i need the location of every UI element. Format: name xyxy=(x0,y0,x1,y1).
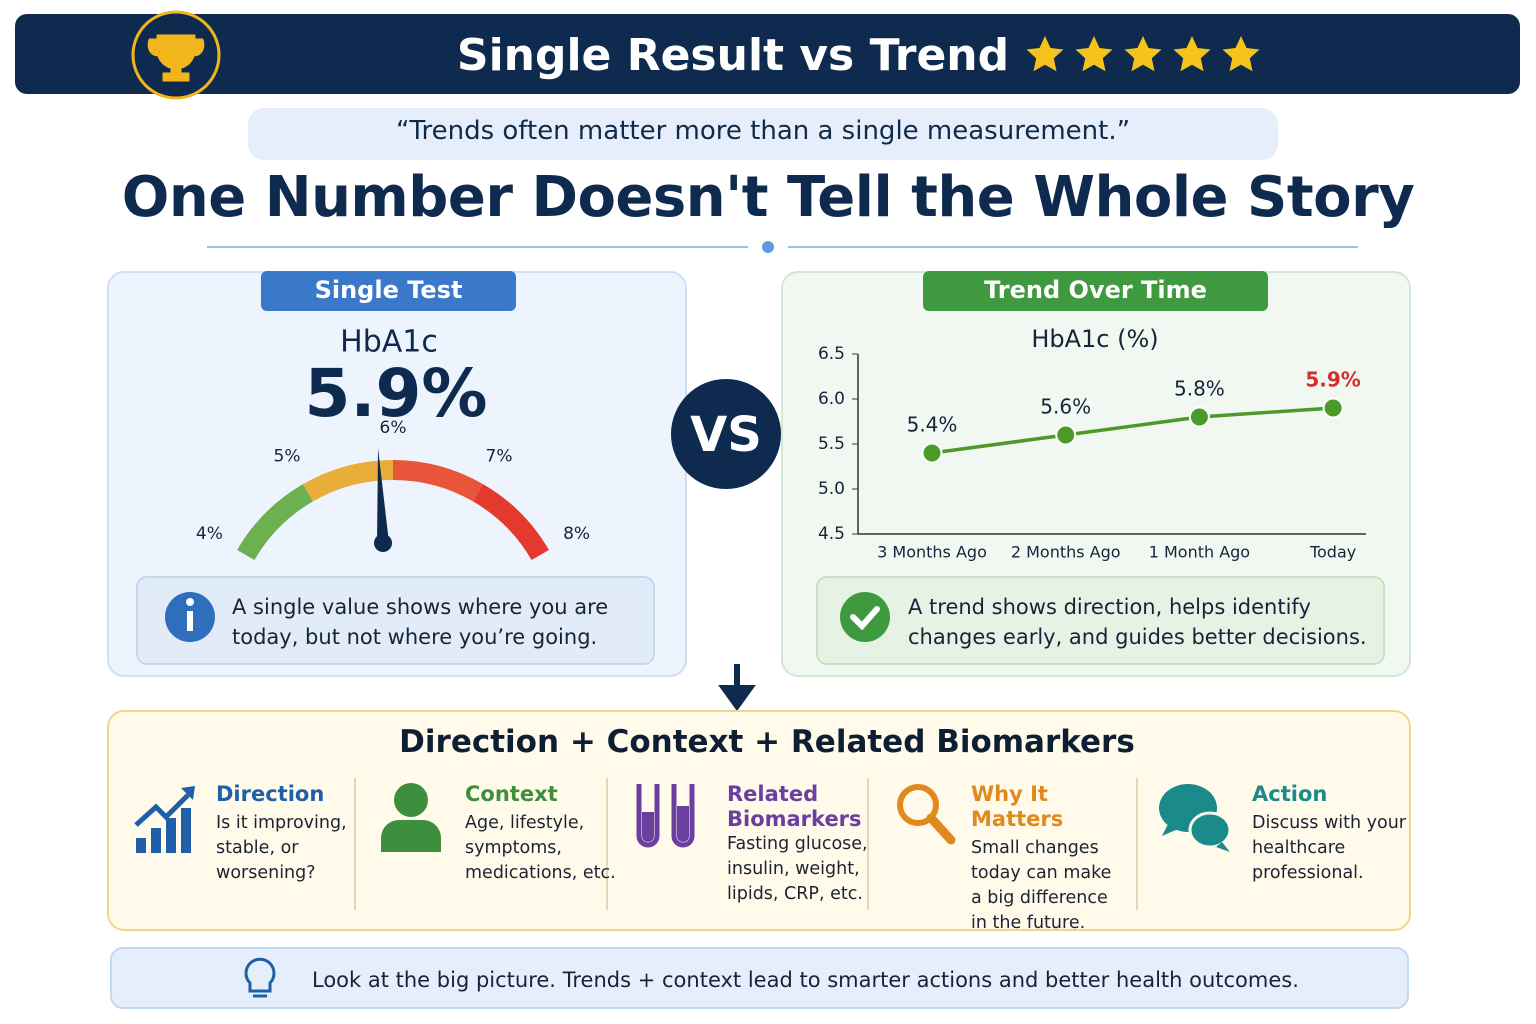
item-text: insulin, weight, xyxy=(727,859,860,879)
gauge-segment xyxy=(303,460,394,502)
x-tick-label: 1 Month Ago xyxy=(1149,543,1250,562)
summary-item: Context Age, lifestyle, symptoms, medicatio… xyxy=(465,782,616,886)
y-tick-label: 5.0 xyxy=(818,479,845,499)
point xyxy=(1322,397,1344,419)
pill xyxy=(923,271,1268,311)
item-text: symptoms, xyxy=(465,838,562,858)
point xyxy=(921,442,943,464)
item-text: stable, or xyxy=(216,838,299,858)
trend-line xyxy=(931,406,1334,455)
gauge-tick-label: 5% xyxy=(274,446,301,466)
item-title: Context xyxy=(465,782,558,806)
quote-box xyxy=(248,108,1278,160)
down-arrow xyxy=(718,664,756,712)
header: Single Result vs Trend xyxy=(0,30,1536,81)
gauge-tick-label: 6% xyxy=(380,418,407,438)
item-text: medications, etc. xyxy=(465,863,616,883)
pill-label: Single Test xyxy=(314,276,463,304)
item-text: healthcare xyxy=(1252,838,1346,858)
divider-dot xyxy=(762,241,774,253)
summary-panel xyxy=(107,710,1411,931)
value-label: 5.4% xyxy=(907,413,958,437)
item-title: Action xyxy=(1252,782,1328,806)
item-text: Small changes xyxy=(971,838,1099,858)
value-label: 5.9% xyxy=(1305,368,1360,392)
value-label: 5.8% xyxy=(1174,377,1225,401)
note: A single value shows where you are today,… xyxy=(232,592,608,652)
check-box xyxy=(816,576,1385,665)
summary-item: Direction Is it improving, stable, or worse… xyxy=(216,782,356,886)
item-text: worsening? xyxy=(216,863,316,883)
y-tick-label: 6.0 xyxy=(818,389,845,409)
info-icon xyxy=(187,611,193,631)
quote: “Trends often matter more than a single … xyxy=(395,116,1131,146)
gauge-segment xyxy=(237,484,314,561)
item-text: professional. xyxy=(1252,863,1364,883)
gauge-needle xyxy=(377,448,389,544)
y-tick-label: 4.5 xyxy=(818,524,845,544)
headline: One Number Doesn't Tell the Whole Story xyxy=(121,165,1415,230)
note-line: A trend shows direction, helps identify xyxy=(908,595,1311,619)
pill-label: Trend Over Time xyxy=(984,276,1207,304)
item-text: in the future. xyxy=(971,913,1086,933)
gauge-segment xyxy=(392,460,483,502)
note-line: today, but not where you’re going. xyxy=(232,625,598,649)
gauge-tick-label: 4% xyxy=(196,524,223,544)
context-icon xyxy=(381,783,441,852)
vs-circle xyxy=(671,379,781,489)
direction-icon xyxy=(134,786,195,853)
trophy-icon xyxy=(147,34,205,82)
gauge-tick-label: 7% xyxy=(486,446,513,466)
summary-item: Why It Matters Small changes today can mak… xyxy=(971,782,1111,936)
value-label: 5.6% xyxy=(1040,395,1091,419)
info-icon xyxy=(186,598,194,606)
header-bar xyxy=(15,14,1520,94)
summary-item: Related Biomarkers Fasting glucose, insuli… xyxy=(727,782,868,907)
x-tick-label: Today xyxy=(1309,543,1356,562)
item-text: lipids, CRP, etc. xyxy=(727,884,863,904)
pill xyxy=(261,271,516,311)
item-text: Fasting glucose, xyxy=(727,834,868,854)
footer-box xyxy=(110,947,1409,1009)
note: A trend shows direction, helps identify c… xyxy=(908,592,1367,652)
separators xyxy=(354,778,1138,910)
footer-text: Look at the big picture. Trends + contex… xyxy=(312,968,1299,992)
item-text: Age, lifestyle, xyxy=(465,813,585,833)
needle-pivot xyxy=(374,534,392,552)
item-text: a big difference xyxy=(971,888,1108,908)
summary-title: Direction + Context + Related Biomarkers xyxy=(399,724,1135,760)
chart-title: HbA1c (%) xyxy=(1031,325,1158,353)
point xyxy=(1055,424,1077,446)
note-line: A single value shows where you are xyxy=(232,595,609,619)
point xyxy=(1188,406,1210,428)
magnifier-icon xyxy=(897,784,956,845)
info-box xyxy=(136,576,655,665)
item-title: Why It Matters xyxy=(971,782,1064,831)
item-title: Related Biomarkers xyxy=(727,782,862,831)
gauge-title: HbA1c xyxy=(340,325,438,360)
tubes-icon xyxy=(636,784,695,848)
stars xyxy=(1026,36,1260,72)
check-icon xyxy=(850,606,880,631)
note-line: changes early, and guides better decisio… xyxy=(908,625,1367,649)
x-tick-label: 3 Months Ago xyxy=(877,543,987,562)
vs-label: VS xyxy=(690,407,762,463)
y-tick-label: 6.5 xyxy=(818,344,845,364)
summary-item: Action Discuss with your healthcare profess… xyxy=(1252,782,1406,886)
item-title: Direction xyxy=(216,782,325,806)
check-icon xyxy=(840,592,890,642)
x-tick-label: 2 Months Ago xyxy=(1011,543,1121,562)
chat-icon xyxy=(1159,784,1232,852)
y-tick-label: 5.5 xyxy=(818,434,845,454)
item-text: today can make xyxy=(971,863,1112,883)
header-title: Single Result vs Trend xyxy=(456,30,1010,81)
gauge-tick-label: 8% xyxy=(563,524,590,544)
item-text: Is it improving, xyxy=(216,813,347,833)
item-text: Discuss with your xyxy=(1252,813,1407,833)
bulb-icon xyxy=(244,957,276,998)
gauge-value: 5.9% xyxy=(304,355,487,432)
gauge-segment xyxy=(472,484,549,561)
